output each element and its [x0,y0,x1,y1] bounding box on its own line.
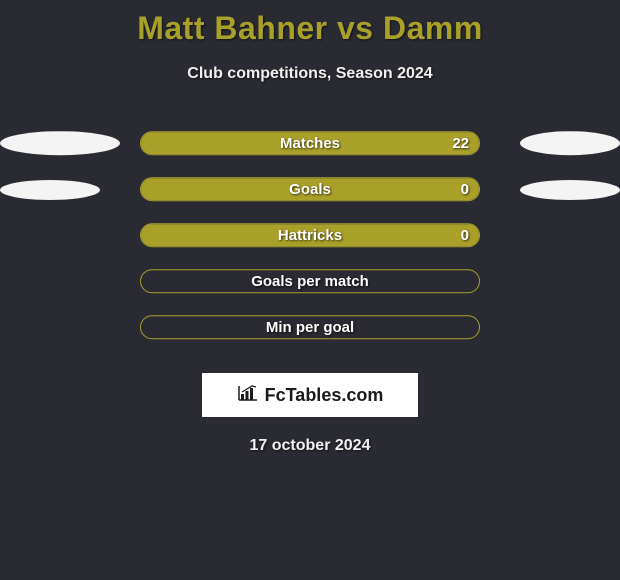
stat-row: Goals0 [0,171,620,217]
stat-row: Hattricks0 [0,217,620,263]
stat-row: Goals per match [0,263,620,309]
stat-bar: Matches22 [140,131,480,155]
stat-value: 0 [461,224,469,246]
comparison-infographic: Matt Bahner vs Damm Club competitions, S… [0,0,620,455]
logo-box: FcTables.com [202,373,418,417]
player-left-ellipse [0,180,100,200]
stat-label: Goals [141,178,479,200]
player-right-ellipse [520,131,620,155]
barchart-icon [237,384,259,407]
stat-label: Matches [141,132,479,154]
stat-label: Hattricks [141,224,479,246]
page-title: Matt Bahner vs Damm [0,0,620,47]
player-left-ellipse [0,131,120,155]
player-right-ellipse [520,180,620,200]
stat-row: Matches22 [0,125,620,171]
stat-bar: Min per goal [140,315,480,339]
stat-rows: Matches22Goals0Hattricks0Goals per match… [0,125,620,355]
stat-bar: Goals0 [140,177,480,201]
stat-label: Min per goal [141,316,479,338]
stat-value: 0 [461,178,469,200]
stat-bar: Goals per match [140,269,480,293]
page-subtitle: Club competitions, Season 2024 [0,65,620,83]
stat-row: Min per goal [0,309,620,355]
date-text: 17 october 2024 [0,437,620,455]
logo: FcTables.com [237,384,384,407]
stat-value: 22 [452,132,469,154]
logo-text: FcTables.com [265,385,384,406]
stat-bar: Hattricks0 [140,223,480,247]
stat-label: Goals per match [141,270,479,292]
